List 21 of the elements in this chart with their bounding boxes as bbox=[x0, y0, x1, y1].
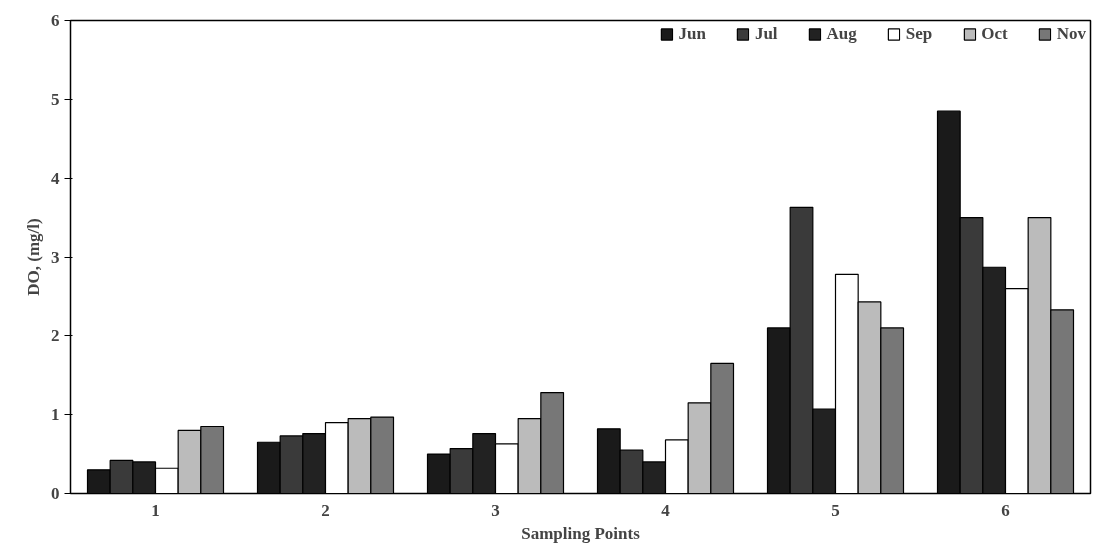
legend-label: Aug bbox=[826, 24, 857, 44]
legend-label: Oct bbox=[981, 24, 1008, 44]
y-axis-title: DO, (mg/l) bbox=[24, 218, 43, 296]
x-tick-label: 5 bbox=[831, 500, 840, 520]
y-tick-label: 1 bbox=[51, 405, 60, 425]
legend-label: Jul bbox=[754, 24, 778, 44]
legend-label: Nov bbox=[1056, 24, 1086, 44]
y-tick-label: 4 bbox=[51, 168, 60, 188]
x-tick-label: 2 bbox=[321, 500, 330, 520]
y-tick-label: 2 bbox=[51, 326, 60, 346]
y-tick-label: 5 bbox=[51, 89, 60, 109]
legend-label: Sep bbox=[905, 24, 933, 44]
x-tick-label: 6 bbox=[1001, 500, 1010, 520]
legend-label: Jun bbox=[678, 24, 706, 44]
y-tick-label: 6 bbox=[51, 11, 60, 30]
x-tick-label: 4 bbox=[661, 500, 671, 520]
x-tick-label: 3 bbox=[491, 500, 500, 520]
y-tick-label: 3 bbox=[51, 247, 60, 267]
x-tick-label: 1 bbox=[151, 500, 160, 520]
x-axis-title: Sampling Points bbox=[521, 523, 641, 543]
y-tick-label: 0 bbox=[51, 484, 60, 503]
